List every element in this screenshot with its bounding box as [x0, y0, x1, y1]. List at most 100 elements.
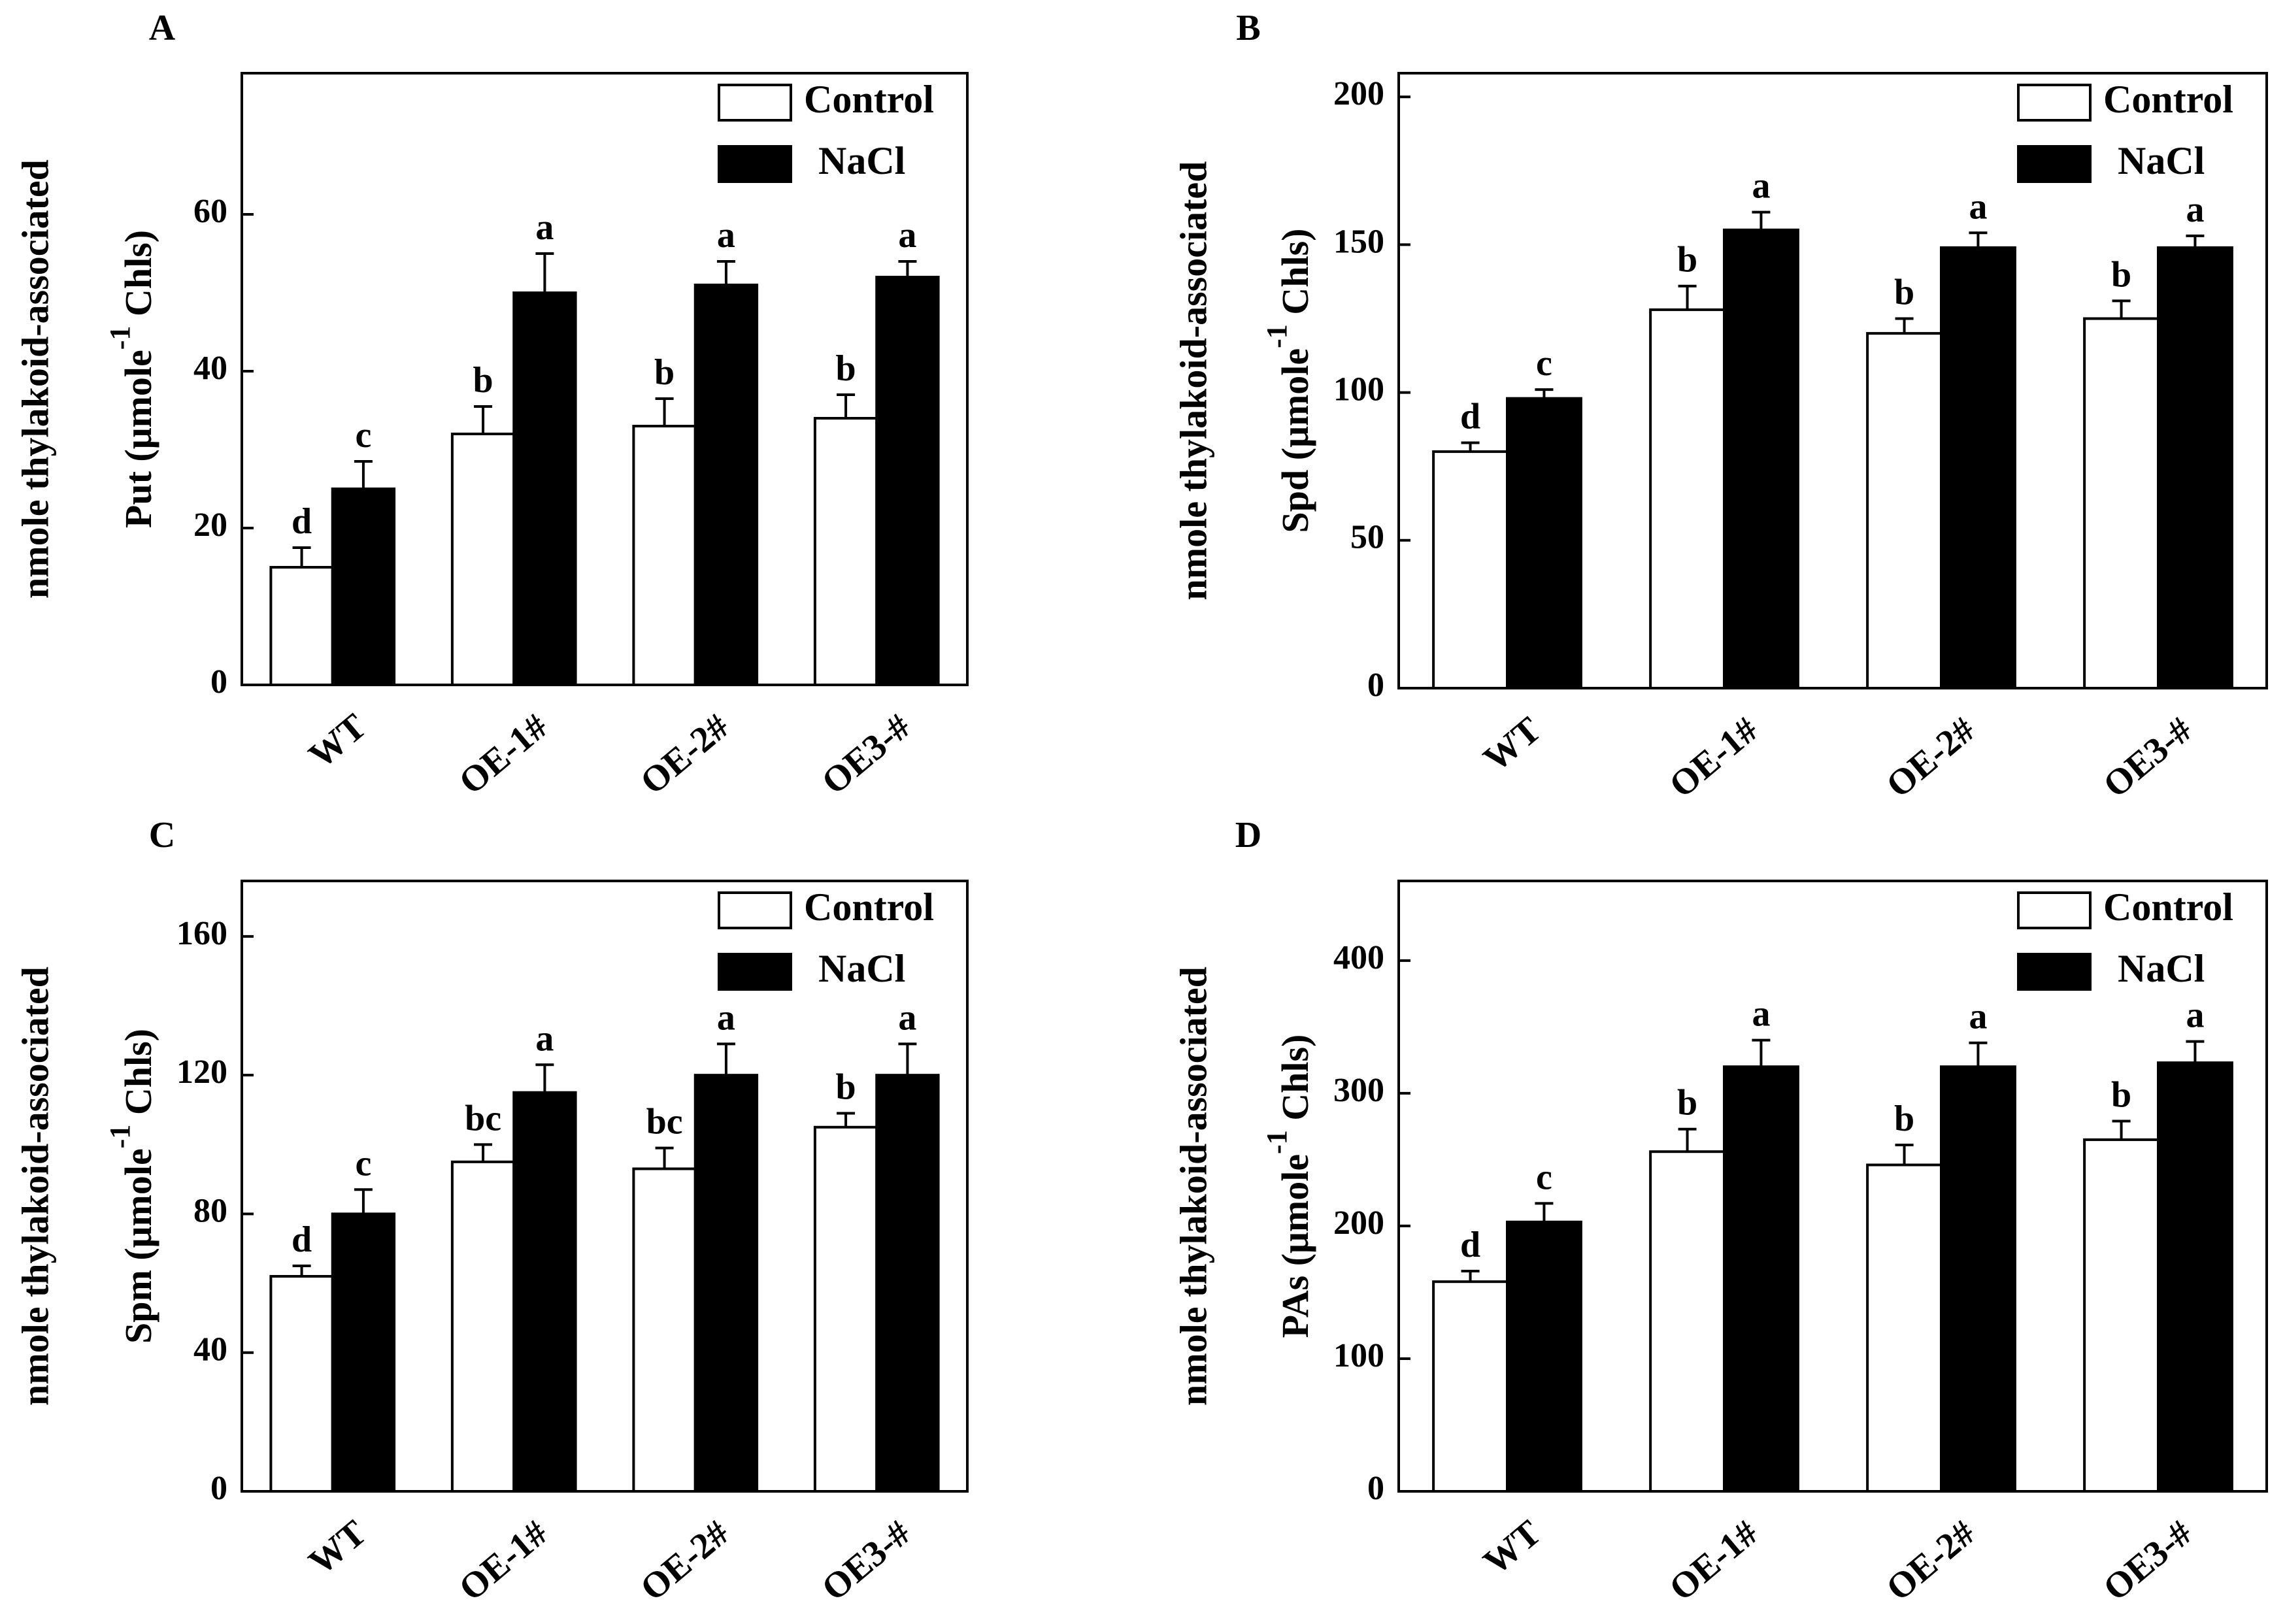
significance-letter: c: [1536, 1157, 1552, 1197]
x-tick-label: OE-1#: [452, 706, 556, 802]
y-tick-label: 0: [210, 663, 227, 701]
y-tick-label: 160: [176, 915, 227, 952]
x-tick-label: OE3-#: [814, 706, 918, 802]
bar-control: [1649, 1150, 1726, 1493]
panel-c: C 0 40 80 120 160 nmole thylakoid-associated Sp…: [14, 815, 969, 1609]
y-axis-label-superscript: -1: [104, 326, 136, 350]
bar-nacl: [512, 1091, 577, 1493]
bar-nacl: [331, 488, 396, 686]
significance-letter: a: [898, 215, 916, 256]
legend-swatch-nacl: [2017, 145, 2092, 183]
significance-letter: d: [292, 501, 312, 542]
significance-letter: b: [1894, 272, 1914, 312]
y-tick-label: 0: [1367, 1470, 1384, 1507]
significance-letter: bc: [646, 1102, 683, 1142]
significance-letter: a: [535, 207, 554, 248]
legend-swatch-control: [2017, 84, 2092, 122]
plot-frame: [241, 72, 969, 686]
y-axis-label-superscript: -1: [1261, 1130, 1293, 1154]
significance-letter: c: [355, 415, 371, 456]
significance-letter: b: [1894, 1099, 1914, 1139]
x-tick-label: OE-1#: [452, 1512, 556, 1608]
y-axis-label-line1: nmole thylakoid-associated: [14, 967, 56, 1406]
significance-letter: a: [1752, 994, 1770, 1035]
panel-label: D: [1235, 815, 1261, 855]
y-axis-label-line1: nmole thylakoid-associated: [14, 159, 56, 599]
bar-nacl: [512, 291, 577, 686]
significance-letter: a: [1969, 186, 1987, 227]
legend-label-nacl: NaCl: [2118, 947, 2205, 990]
bar-nacl: [1940, 1065, 2016, 1493]
bar-nacl: [693, 1074, 759, 1493]
y-tick-label: 200: [1333, 75, 1384, 112]
panel-label: A: [149, 8, 176, 48]
bar-nacl: [1940, 246, 2016, 689]
bar-nacl: [2157, 246, 2233, 689]
panel-label: C: [149, 815, 175, 855]
panel-d: D 0 100 200 300 400 nmole thylakoid-associated…: [1172, 815, 2268, 1609]
significance-letter: b: [2111, 254, 2131, 295]
x-tick-label: OE-2#: [633, 706, 737, 802]
bar-nacl: [1506, 397, 1582, 689]
significance-letter: d: [1460, 1225, 1480, 1265]
y-tick-label: 300: [1333, 1072, 1384, 1109]
y-axis-label-suffix: Chls): [117, 1029, 159, 1125]
bar-control: [450, 1160, 516, 1493]
legend-label-control: Control: [804, 886, 934, 929]
y-axis-label-line2: Spm (μmole-1 Chls): [104, 1029, 159, 1344]
plot-frame: [1397, 72, 2268, 689]
legend-label-nacl: NaCl: [818, 139, 905, 182]
significance-letter: a: [717, 215, 735, 256]
bar-control: [1649, 308, 1726, 689]
significance-letter: bc: [465, 1098, 501, 1138]
x-tick-label: WT: [1476, 1512, 1548, 1583]
bar-control: [2083, 1138, 2160, 1493]
x-tick-label: OE3-#: [2096, 1512, 2200, 1608]
bar-control: [813, 1125, 878, 1493]
y-tick-label: 50: [1350, 519, 1384, 556]
x-tick-label: OE-2#: [1879, 1512, 1983, 1608]
y-tick-label: 80: [193, 1192, 227, 1229]
y-tick-label: 100: [1333, 371, 1384, 408]
y-axis-label-suffix: Chls): [117, 230, 159, 326]
legend-label-control: Control: [804, 78, 934, 121]
significance-letter: a: [535, 1018, 554, 1059]
legend-swatch-control: [718, 891, 792, 929]
y-tick-label: 40: [193, 350, 227, 387]
x-tick-label: OE3-#: [2096, 709, 2200, 805]
bar-nacl: [1723, 1065, 1799, 1493]
y-axis-label-superscript: -1: [1261, 324, 1293, 348]
y-axis-label-prefix: Put (μmole: [117, 350, 159, 528]
bar-nacl: [875, 276, 940, 686]
bar-control: [632, 1167, 697, 1493]
significance-letter: b: [2111, 1075, 2131, 1116]
x-tick-label: OE-1#: [1662, 709, 1766, 805]
bar-nacl: [693, 284, 759, 686]
legend-swatch-nacl: [718, 145, 792, 183]
x-tick-label: OE-2#: [1879, 709, 1983, 805]
significance-letter: c: [1536, 343, 1552, 384]
y-axis-label-suffix: Chls): [1274, 229, 1316, 325]
significance-letter: b: [1677, 240, 1697, 280]
y-tick-label: 0: [1367, 667, 1384, 704]
y-tick-label: 40: [193, 1331, 227, 1368]
legend-swatch-control: [2017, 891, 2092, 929]
bar-control: [1866, 332, 1943, 690]
legend-label-nacl: NaCl: [2118, 139, 2205, 182]
significance-letter: d: [292, 1219, 312, 1260]
plot-frame: [241, 880, 969, 1493]
legend-label-control: Control: [2103, 886, 2233, 929]
significance-letter: c: [355, 1143, 371, 1184]
panel-label: B: [1236, 8, 1260, 48]
bar-nacl: [875, 1074, 940, 1493]
y-tick-label: 120: [176, 1053, 227, 1091]
y-axis-label-line2: Put (μmole-1 Chls): [104, 230, 159, 528]
x-tick-label: WT: [301, 1512, 374, 1583]
y-axis-label-suffix: Chls): [1274, 1035, 1316, 1131]
significance-letter: a: [2186, 995, 2204, 1036]
bar-control: [269, 566, 334, 686]
legend-label-nacl: NaCl: [818, 947, 905, 990]
y-axis-label-line2: Spd (μmole-1 Chls): [1261, 229, 1316, 533]
legend-swatch-nacl: [718, 953, 792, 991]
